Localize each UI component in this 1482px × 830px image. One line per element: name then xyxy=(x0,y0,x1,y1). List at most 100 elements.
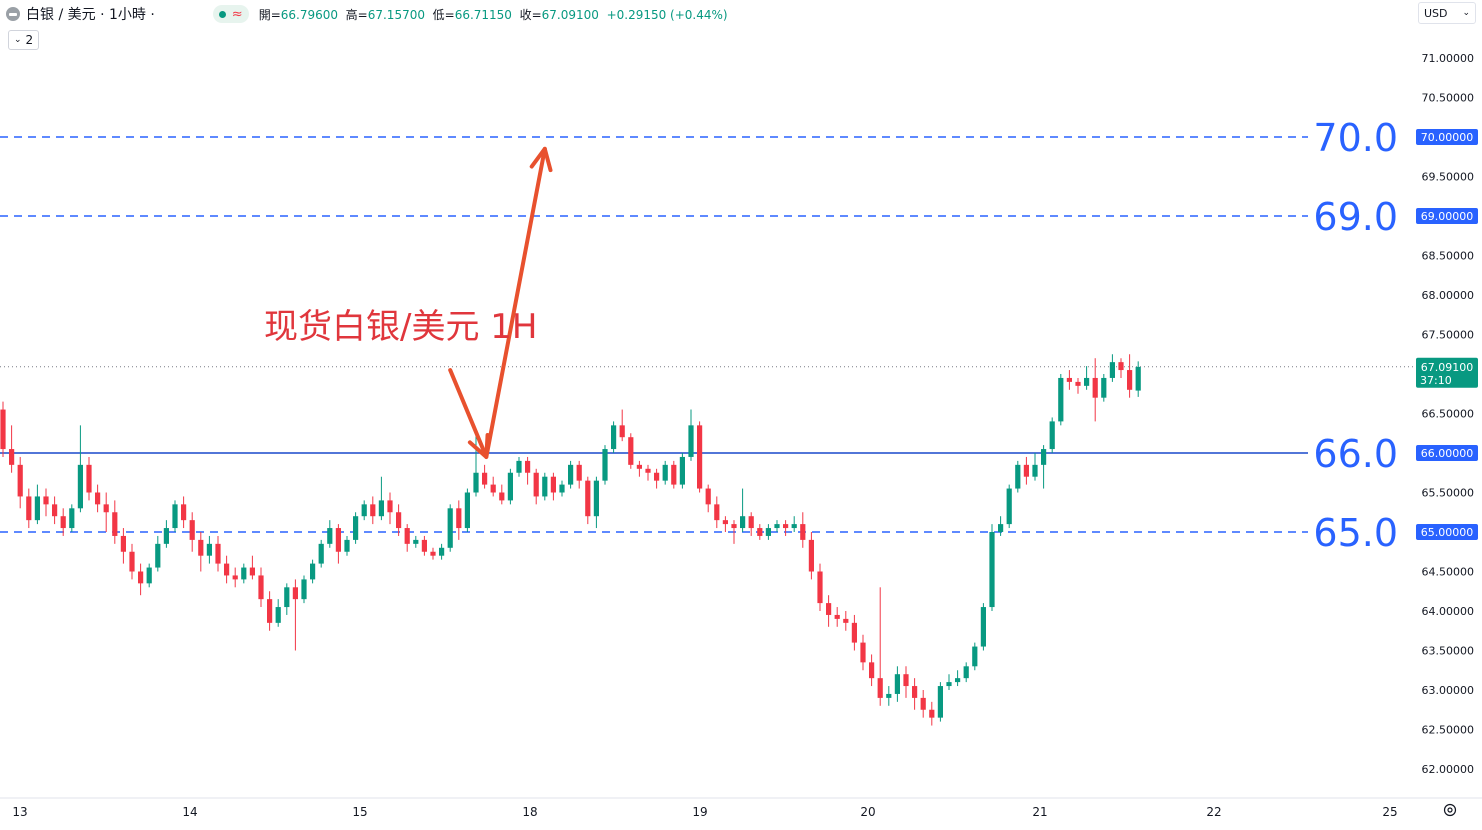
candle xyxy=(490,476,496,497)
candle xyxy=(989,524,995,611)
candle xyxy=(808,532,814,580)
candle-body xyxy=(301,579,307,600)
candle xyxy=(731,520,737,544)
time-tick: 15 xyxy=(352,805,367,819)
candle xyxy=(249,555,255,580)
price-tick: 69.50000 xyxy=(1422,171,1475,184)
candle xyxy=(1023,456,1029,485)
time-axis: 13 14 15 18 19 20 21 22 25 xyxy=(0,797,1482,819)
candle xyxy=(1006,484,1012,529)
candle-body xyxy=(43,496,49,505)
candle xyxy=(318,539,324,568)
candle xyxy=(172,500,178,532)
candle-body xyxy=(1101,377,1107,398)
candle xyxy=(998,516,1004,536)
candle xyxy=(206,535,212,564)
candle-body xyxy=(1135,366,1141,391)
candle xyxy=(482,464,488,489)
candle xyxy=(817,563,823,611)
price-tag: 65.00000 xyxy=(1421,526,1474,539)
candle-body xyxy=(877,678,883,698)
candle xyxy=(499,484,505,505)
indicators-toggle-button[interactable]: ⌄ 2 xyxy=(8,30,40,50)
candle-body xyxy=(69,508,75,529)
price-tick: 68.00000 xyxy=(1422,289,1475,302)
candle-body xyxy=(722,520,728,525)
candle-body xyxy=(129,551,135,572)
candle xyxy=(550,472,556,501)
time-tick: 21 xyxy=(1032,805,1047,819)
candle xyxy=(697,421,703,493)
candle-body xyxy=(602,449,608,481)
candle xyxy=(155,535,161,572)
candle-body xyxy=(860,642,866,663)
candle xyxy=(1118,358,1124,378)
market-status-pill[interactable]: ≈ xyxy=(212,5,249,23)
candle xyxy=(327,520,333,548)
candle xyxy=(387,492,393,525)
candle xyxy=(284,583,290,615)
candle-body xyxy=(808,539,814,572)
candle xyxy=(1127,354,1133,398)
candle xyxy=(378,476,384,521)
candle-body xyxy=(1049,421,1055,450)
candle-body xyxy=(439,547,445,556)
candle xyxy=(800,512,806,548)
candle-body xyxy=(318,543,324,564)
candle-body xyxy=(765,528,771,536)
candle-body xyxy=(447,508,453,548)
candle xyxy=(834,607,840,627)
candle xyxy=(103,492,109,532)
candle-body xyxy=(172,504,178,529)
candle-body xyxy=(163,528,169,544)
candle-body xyxy=(585,480,591,517)
candle-body xyxy=(421,539,427,552)
chevron-down-icon: ⌄ xyxy=(14,35,22,45)
candle xyxy=(765,524,771,540)
candle xyxy=(60,508,66,536)
candle xyxy=(894,666,900,702)
candle xyxy=(636,460,642,477)
candle-body xyxy=(155,543,161,568)
candle-body xyxy=(791,524,797,529)
candle xyxy=(1109,354,1115,382)
candle xyxy=(980,603,986,651)
symbol-title[interactable]: 白银 / 美元 · 1小時 · xyxy=(26,7,155,23)
candle-body xyxy=(292,587,298,600)
gear-icon[interactable] xyxy=(1442,802,1458,818)
candle xyxy=(619,409,625,442)
candle xyxy=(963,662,969,683)
candle xyxy=(576,460,582,489)
arrow-head-down xyxy=(467,432,490,459)
candle-body xyxy=(413,539,419,544)
candle xyxy=(1058,374,1064,426)
candle-body xyxy=(86,464,92,493)
price-tick: 64.50000 xyxy=(1422,566,1475,579)
candle xyxy=(353,512,359,544)
candle-body xyxy=(645,468,651,473)
candle xyxy=(843,611,849,631)
candle-body xyxy=(516,460,522,473)
candle-body xyxy=(344,539,350,552)
candle-body xyxy=(1092,377,1098,398)
last-price-tag-bg xyxy=(1416,357,1478,388)
candle-body xyxy=(576,464,582,481)
candle xyxy=(95,484,101,513)
candle xyxy=(301,575,307,604)
candle xyxy=(748,512,754,536)
candle-body xyxy=(507,472,513,501)
candle xyxy=(679,453,685,489)
time-tick: 20 xyxy=(860,805,875,819)
candle-body xyxy=(533,472,539,497)
candle-body xyxy=(60,516,66,529)
currency-select[interactable]: USD ⌄ xyxy=(1418,2,1476,24)
candle xyxy=(396,504,402,536)
candle-body xyxy=(103,504,109,513)
candle xyxy=(1066,370,1072,390)
high-value: 67.15700 xyxy=(367,7,425,22)
candle-body xyxy=(1041,449,1047,465)
arrow-head-up xyxy=(529,146,553,173)
price-tick: 64.00000 xyxy=(1422,605,1475,618)
